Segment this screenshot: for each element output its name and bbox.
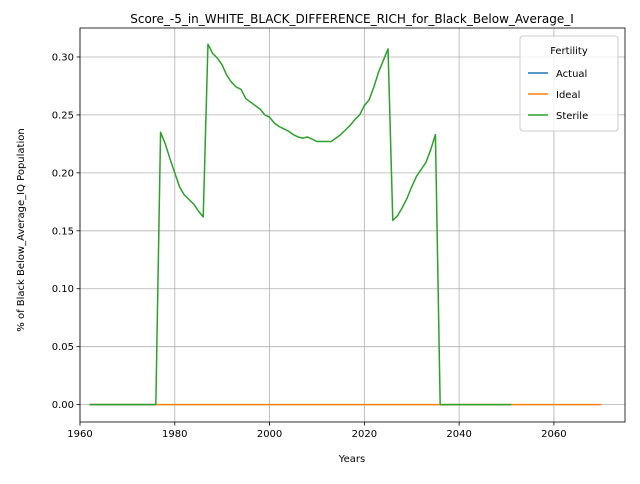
y-axis-label: % of Black Below_Average_IQ Population (16, 128, 27, 331)
y-tick-label: 0.00 (52, 400, 74, 411)
axis-ticks: 1960 1980 2000 2020 2040 2060 0.00 0.05 0.10 0.15… (52, 52, 567, 440)
x-tick-label: 2060 (541, 429, 566, 440)
series-line-sterile (89, 43, 512, 406)
chart-title: Score_-5_in_WHITE_BLACK_DIFFERENCE_RICH_… (130, 12, 573, 26)
legend-label-sterile: Sterile (556, 111, 588, 122)
legend-box (519, 35, 619, 132)
legend-items: Actual Ideal Sterile (528, 69, 588, 122)
x-tick-label: 2000 (257, 429, 282, 440)
series-lines (89, 43, 602, 406)
legend: Fertility Actual Ideal Sterile (519, 35, 619, 132)
plot-frame (79, 27, 626, 423)
legend-title: Fertility (550, 46, 588, 57)
x-tick-label: 2020 (352, 429, 377, 440)
x-tick-label: 1960 (67, 429, 92, 440)
legend-label-actual: Actual (556, 69, 587, 80)
x-tick-label: 1980 (162, 429, 187, 440)
y-tick-label: 0.15 (52, 226, 74, 237)
y-tick-label: 0.05 (52, 342, 74, 353)
y-tick-label: 0.20 (52, 168, 74, 179)
y-tick-label: 0.25 (52, 110, 74, 121)
legend-label-ideal: Ideal (556, 90, 580, 101)
x-tick-label: 2040 (446, 429, 471, 440)
x-axis-label: Years (338, 454, 365, 465)
y-tick-label: 0.10 (52, 284, 74, 295)
y-tick-label: 0.30 (52, 52, 74, 63)
grid (79, 28, 625, 422)
